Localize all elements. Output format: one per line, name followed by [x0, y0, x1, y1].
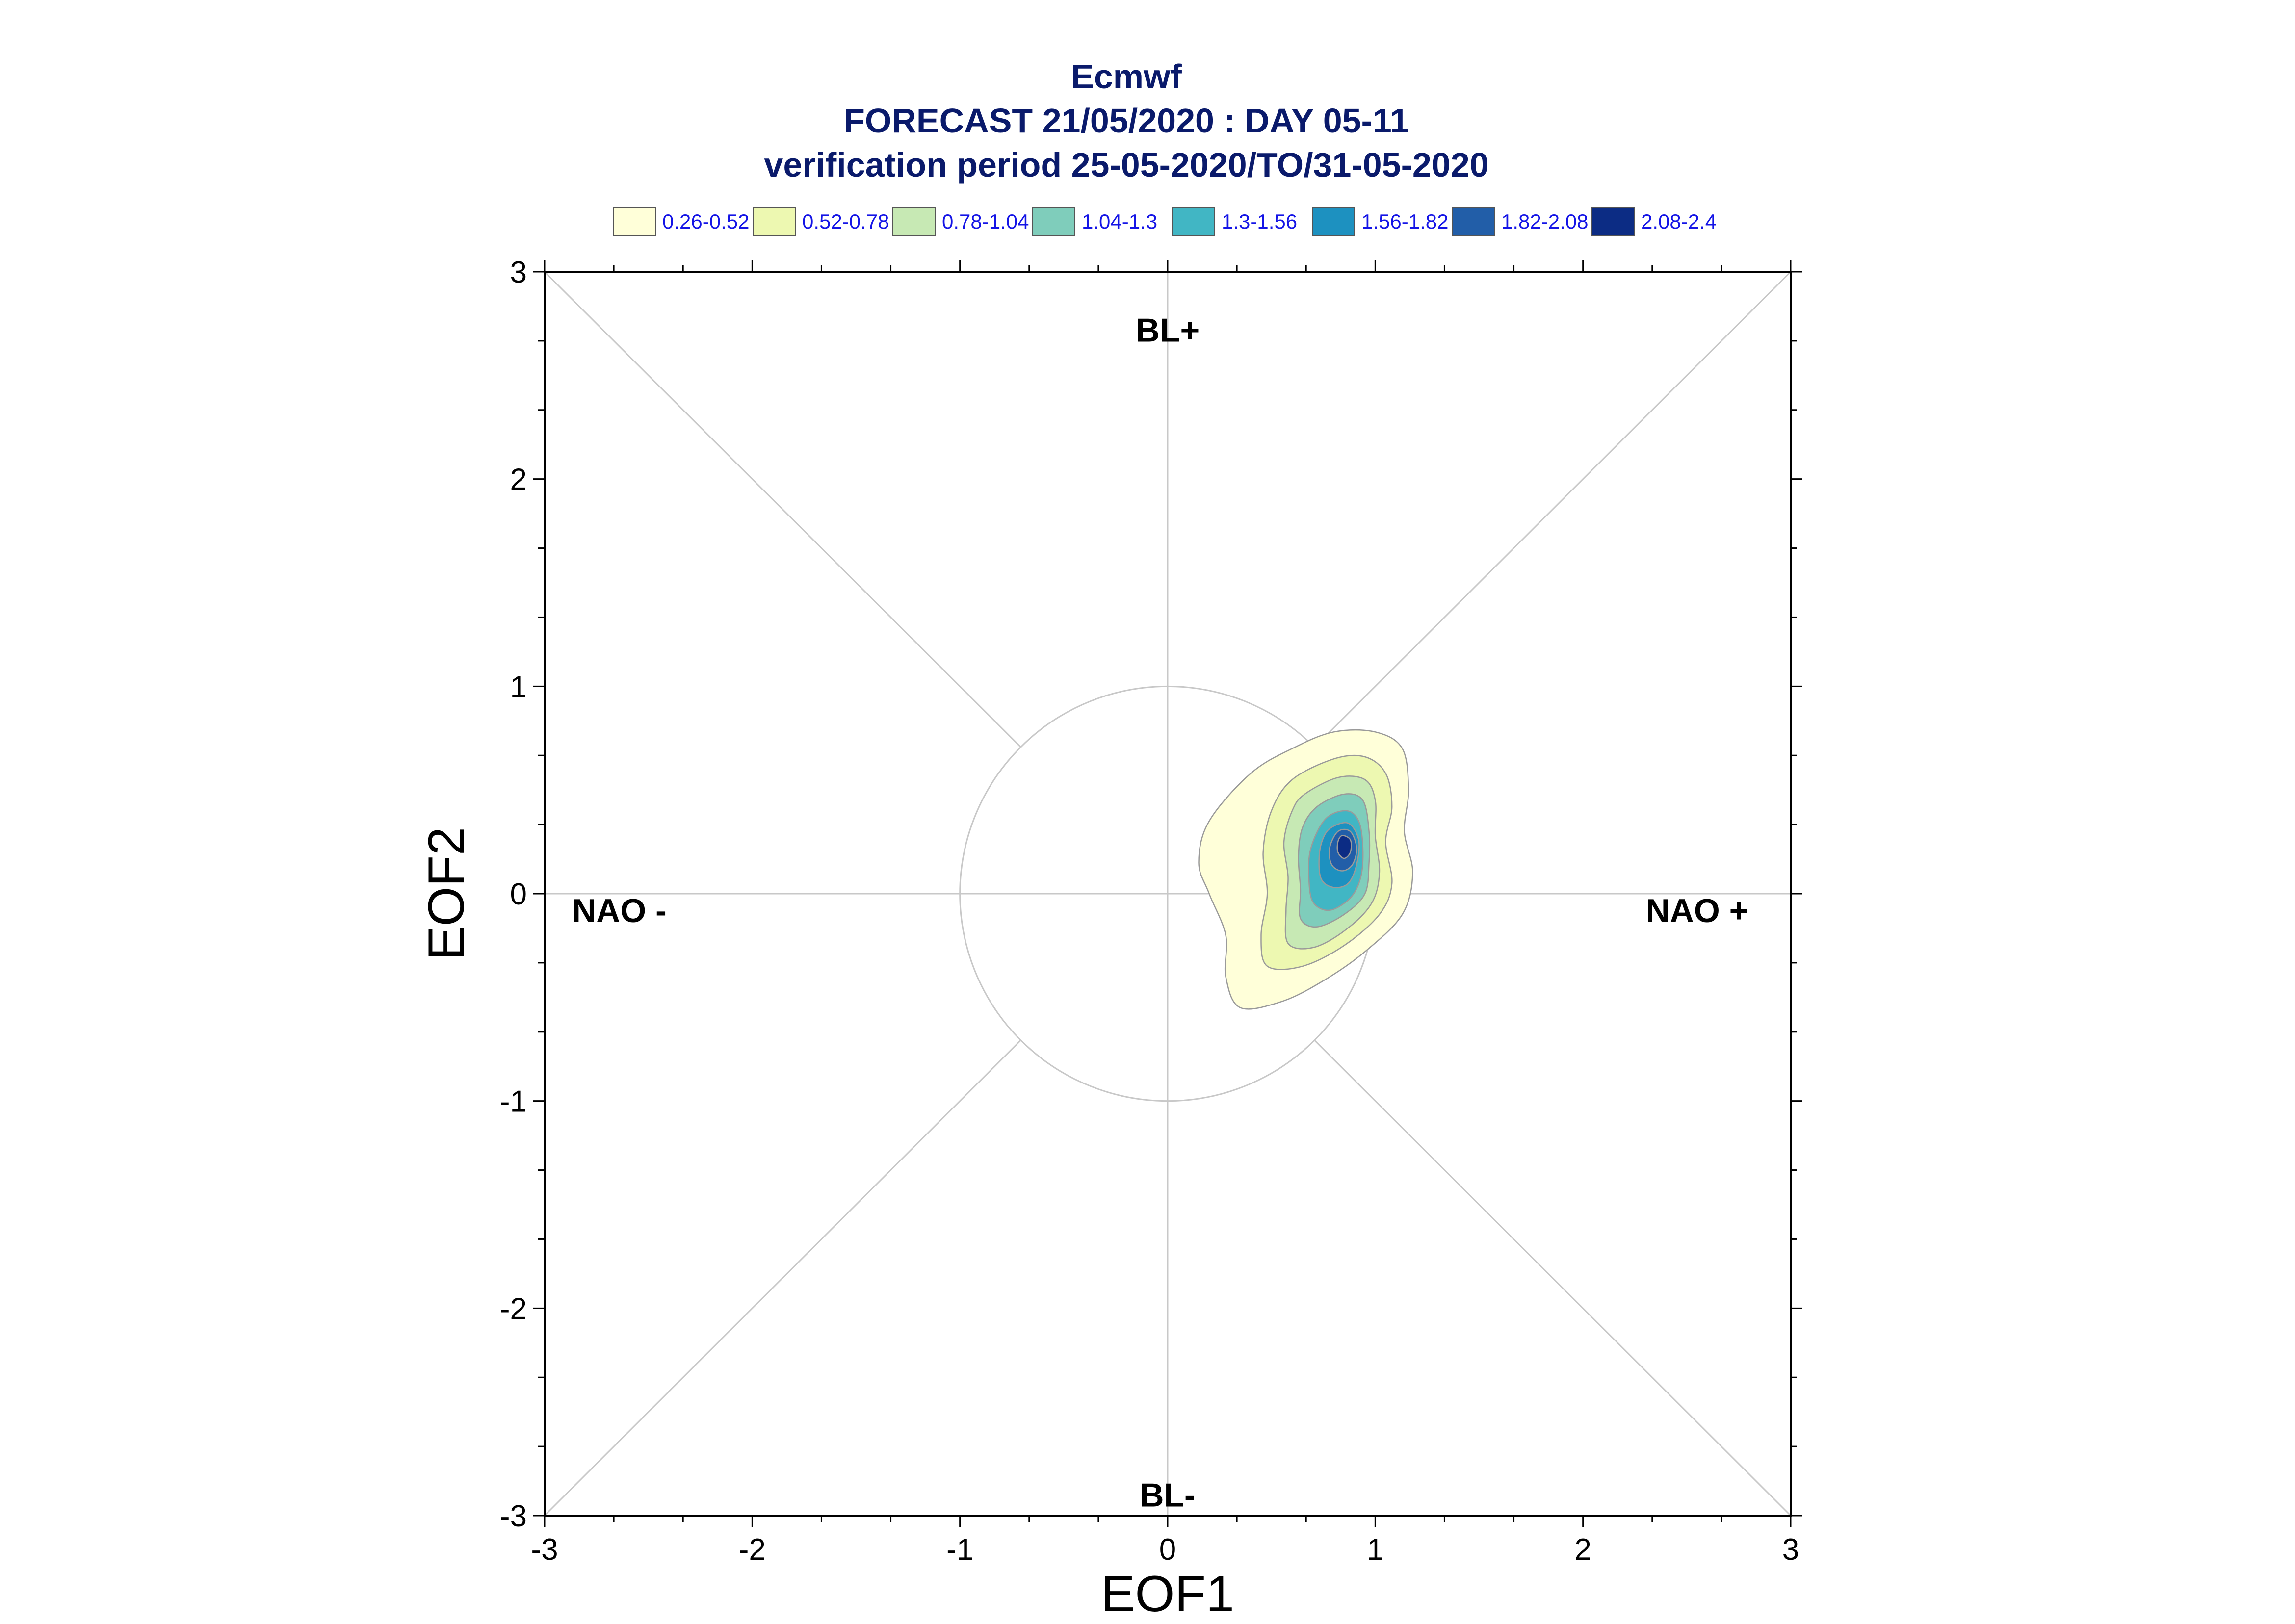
regime-label: NAO - [572, 892, 667, 929]
regime-label: BL+ [1136, 311, 1200, 349]
diagonal-guide-line [1314, 271, 1792, 748]
x-tick-label: -1 [946, 1533, 973, 1567]
legend-swatch [892, 207, 936, 236]
legend-swatch [613, 207, 656, 236]
regime-labels: BL+ BL- NAO - NAO + [572, 311, 1748, 1514]
y-tick-label: 1 [510, 670, 527, 704]
diagonal-guide-line [1314, 1039, 1792, 1517]
legend-label: 0.26-0.52 [662, 210, 749, 233]
regime-label: BL- [1140, 1477, 1195, 1514]
legend-label: 1.56-1.82 [1361, 210, 1448, 233]
legend: 0.26-0.52 0.52-0.78 0.78-1.04 1.04-1.3 1.3-1… [613, 207, 1717, 236]
regime-label: NAO + [1646, 892, 1749, 929]
legend-label: 0.78-1.04 [942, 210, 1029, 233]
x-axis-title: EOF1 [1101, 1566, 1234, 1623]
y-tick-label: -1 [500, 1085, 527, 1119]
density-contours [1198, 729, 1413, 1010]
legend-swatch [1032, 207, 1075, 236]
plot-area: -3 -2 -1 0 1 2 3 -3 -2 -1 0 1 2 3 BL+ BL- NAO - NAO + [500, 256, 1802, 1567]
y-tick-label: -2 [500, 1292, 527, 1326]
legend-swatch [753, 207, 796, 236]
legend-swatch [1591, 207, 1635, 236]
legend-label: 1.04-1.3 [1082, 210, 1157, 233]
x-tick-label: -2 [739, 1533, 766, 1567]
axis-ticks: -3 -2 -1 0 1 2 3 -3 -2 -1 0 1 2 3 [500, 256, 1802, 1567]
y-tick-label: 3 [510, 256, 527, 289]
x-tick-label: 0 [1159, 1533, 1176, 1567]
title-line-3: verification period 25-05-2020/TO/31-05-… [764, 146, 1488, 184]
x-tick-label: 2 [1574, 1533, 1591, 1567]
guide-lines [544, 271, 1792, 1517]
legend-swatch [1312, 207, 1355, 236]
legend-label: 2.08-2.4 [1641, 210, 1717, 233]
diagonal-guide-line [544, 1039, 1021, 1517]
y-tick-label: 2 [510, 463, 527, 497]
y-tick-label: -3 [500, 1499, 527, 1533]
legend-swatch [1172, 207, 1215, 236]
y-axis-title: EOF2 [418, 827, 475, 960]
legend-label: 1.82-2.08 [1501, 210, 1588, 233]
y-tick-label: 0 [510, 877, 527, 911]
title-line-2: FORECAST 21/05/2020 : DAY 05-11 [844, 102, 1409, 140]
x-tick-label: 1 [1367, 1533, 1383, 1567]
legend-swatch [1452, 207, 1495, 236]
title-line-1: Ecmwf [1071, 57, 1182, 96]
x-tick-label: -3 [531, 1533, 558, 1567]
x-tick-label: 3 [1782, 1533, 1799, 1567]
legend-label: 0.52-0.78 [802, 210, 889, 233]
diagonal-guide-line [544, 271, 1021, 748]
chart-title: Ecmwf FORECAST 21/05/2020 : DAY 05-11 ve… [764, 57, 1488, 184]
density-contour-8 [1336, 835, 1352, 859]
legend-label: 1.3-1.56 [1222, 210, 1297, 233]
